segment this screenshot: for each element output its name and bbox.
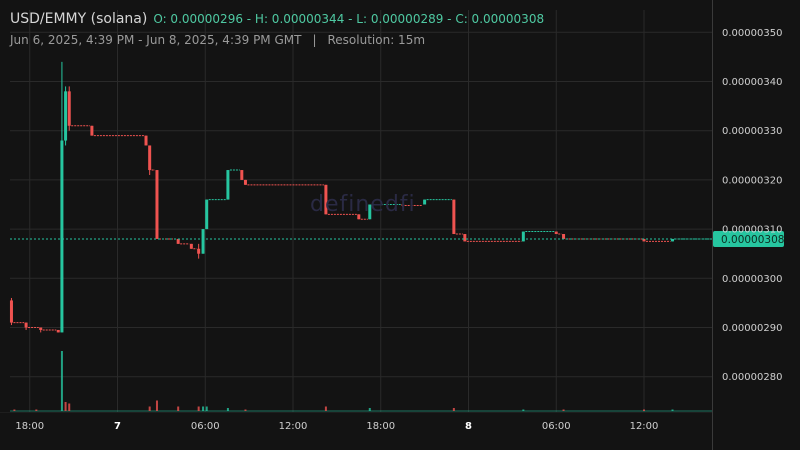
candle-body xyxy=(521,231,525,242)
candle-body xyxy=(9,300,13,323)
candle-body xyxy=(60,140,64,333)
resolution: Resolution: 15m xyxy=(327,33,426,47)
volume-bar xyxy=(368,408,371,411)
volume-bar xyxy=(148,406,151,411)
date-range: Jun 6, 2025, 4:39 PM - Jun 8, 2025, 4:39… xyxy=(10,33,302,47)
volume-bar xyxy=(177,406,180,411)
volume-bar xyxy=(324,406,327,411)
y-tick-label: 0.00000300 xyxy=(722,274,782,285)
x-tick-label: 8 xyxy=(465,421,472,432)
candle-body xyxy=(401,204,405,206)
candle-body xyxy=(324,184,328,215)
candle-body xyxy=(201,229,205,254)
candle-body xyxy=(240,170,244,180)
candle-body xyxy=(243,179,247,185)
volume-bar xyxy=(35,409,38,411)
volume-bars xyxy=(10,351,712,412)
volume-bar xyxy=(452,408,455,411)
x-tick-label: 18:00 xyxy=(366,421,395,432)
volume-bar xyxy=(226,408,229,411)
y-tick-label: 0.00000310 xyxy=(722,225,782,236)
candle-body xyxy=(176,238,180,244)
x-tick-label: 06:00 xyxy=(542,421,571,432)
volume-bar xyxy=(202,406,205,411)
pair-symbol: USD/EMMY (solana) xyxy=(10,11,148,27)
candle-body xyxy=(562,234,566,239)
candle-body xyxy=(197,248,201,254)
volume-bar xyxy=(197,406,200,411)
last-price-label: 0.00000308 xyxy=(721,234,784,246)
candles xyxy=(9,61,710,333)
volume-bar xyxy=(562,409,565,411)
candle-body xyxy=(56,329,60,333)
candle-body xyxy=(144,135,148,146)
volume-bar xyxy=(68,403,71,411)
volume-bar xyxy=(244,409,247,411)
grid-lines xyxy=(0,0,713,450)
y-tick-label: 0.00000340 xyxy=(722,77,782,88)
x-tick-label: 18:00 xyxy=(15,421,44,432)
volume-bar xyxy=(13,409,16,411)
candle-body xyxy=(90,125,94,136)
y-tick-label: 0.00000330 xyxy=(722,126,782,137)
candle-body xyxy=(452,199,456,235)
candle-body xyxy=(357,214,361,220)
candle-body xyxy=(368,204,372,220)
x-tick-label: 7 xyxy=(114,421,121,432)
chart-header: USD/EMMY (solana) O: 0.00000296 - H: 0.00… xyxy=(10,11,544,27)
candle-body xyxy=(24,322,28,328)
candle-body xyxy=(642,238,646,242)
y-tick-label: 0.00000320 xyxy=(722,175,782,186)
x-axis: 18:00 7 06:00 12:00 18:00 8 06:00 12:00 xyxy=(15,421,658,432)
ohlc-readout: O: 0.00000296 - H: 0.00000344 - L: 0.000… xyxy=(153,12,545,26)
y-axis: 0.00000280 0.00000290 0.00000300 0.00000310… xyxy=(722,28,782,383)
candle-body xyxy=(671,238,675,242)
last-price-tag xyxy=(713,230,784,247)
candle-body xyxy=(189,243,193,249)
candle-body xyxy=(423,199,427,205)
candle-body xyxy=(64,91,68,141)
volume-bar xyxy=(155,400,158,411)
candle-body xyxy=(155,170,159,239)
x-tick-label: 12:00 xyxy=(630,421,659,432)
candle-body xyxy=(463,234,467,242)
candle-body xyxy=(554,231,558,235)
candle-body xyxy=(226,170,230,200)
x-tick-label: 12:00 xyxy=(279,421,308,432)
volume-bar xyxy=(205,406,208,411)
volume-bar xyxy=(671,409,674,411)
volume-bar xyxy=(60,351,63,411)
last-price-line: 0.00000308 xyxy=(10,230,784,247)
x-tick-label: 06:00 xyxy=(191,421,220,432)
chart-subheader: Jun 6, 2025, 4:39 PM - Jun 8, 2025, 4:39… xyxy=(10,33,425,47)
volume-bar xyxy=(64,402,67,411)
candle-body xyxy=(39,327,43,330)
watermark: definedfi xyxy=(310,192,416,217)
candle-body xyxy=(67,91,71,126)
y-tick-label: 0.00000280 xyxy=(722,372,782,383)
volume-bar xyxy=(642,409,645,411)
candle-body xyxy=(148,145,152,171)
volume-bar xyxy=(522,409,525,411)
y-tick-label: 0.00000290 xyxy=(722,323,782,334)
y-tick-label: 0.00000350 xyxy=(722,28,782,39)
candle-body xyxy=(205,199,209,230)
separator: | xyxy=(312,33,317,47)
